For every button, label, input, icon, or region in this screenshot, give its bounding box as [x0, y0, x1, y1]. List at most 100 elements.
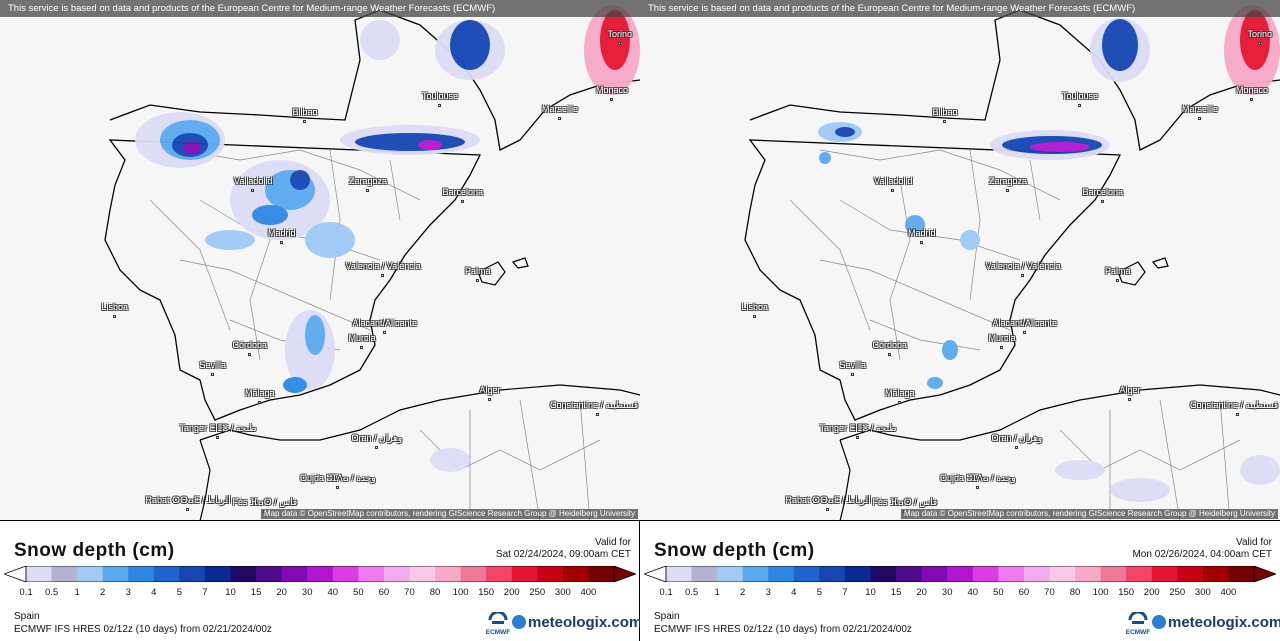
legend-swatch: [768, 566, 795, 582]
legend-tick-label: 200: [503, 587, 520, 598]
city-label: Valencia / València: [345, 261, 421, 271]
city-marker: [826, 508, 829, 511]
meteologix-logo-text: meteologix.com: [528, 614, 643, 631]
ecmwf-logo-text: ECMWF: [1125, 629, 1151, 636]
legend-tick-label: 3: [765, 587, 771, 598]
ecmwf-attribution: This service is based on data and produc…: [640, 0, 1280, 17]
legend-swatch: [179, 566, 206, 582]
legend-swatch: [435, 566, 462, 582]
legend-swatch: [307, 566, 334, 582]
city-label: Oran / وهران: [991, 433, 1043, 443]
snow-depth-map[interactable]: This service is based on data and produc…: [640, 0, 1280, 521]
city-label: Rabat ⵔⴱⴰⵟ / الرباط: [145, 495, 231, 505]
city-marker: [248, 353, 251, 356]
legend-tick-label: 150: [478, 587, 495, 598]
city-label: Fès ⴼⴰⵙ / فاس: [872, 497, 938, 507]
valid-time: Valid for Mon 02/26/2024, 04:00am CET: [1132, 537, 1272, 561]
legend-swatch: [921, 566, 948, 582]
legend-outline: [25, 566, 615, 582]
ecmwf-attribution: This service is based on data and produc…: [0, 0, 640, 17]
city-label: Alacant/Alicante: [352, 318, 418, 328]
city-marker: [888, 353, 891, 356]
legend-arrow-high: [613, 566, 636, 582]
city-label: Madrid: [268, 228, 296, 238]
snow-cover: [818, 5, 1280, 502]
city-label: Zaragoza: [989, 176, 1028, 186]
city-marker: [1000, 346, 1003, 349]
city-label: Oran / وهران: [351, 433, 403, 443]
ecmwf-logo[interactable]: ECMWF: [484, 610, 512, 638]
legend-swatch: [486, 566, 513, 582]
city-marker: [216, 436, 219, 439]
legend-swatch: [26, 566, 53, 582]
legend-ticks: 0.1 0.5 1 2 3 4 5 7 10 15 20 30 40 50 60 70 80 100 150 200 2…: [640, 587, 1280, 599]
city-marker: [596, 413, 599, 416]
city-label: Barcelona: [1082, 187, 1124, 197]
city-marker: [1250, 98, 1253, 101]
coastline: [744, 9, 1280, 421]
meteologix-logo[interactable]: meteologix.com: [512, 614, 642, 631]
legend-tick-label: 40: [327, 587, 339, 598]
map-attribution[interactable]: Map data © OpenStreetMap contributors, r…: [900, 509, 1278, 519]
city-marker: [366, 189, 369, 192]
legend-tick-label: 0.5: [44, 587, 59, 598]
legend-swatch: [844, 566, 872, 582]
city-label: Torino: [607, 29, 633, 39]
model-info: ECMWF IFS HRES 0z/12z (10 days) from 02/…: [14, 624, 272, 635]
meteologix-logo[interactable]: meteologix.com: [1152, 614, 1280, 631]
legend-tick-label: 7: [202, 587, 208, 598]
meteologix-icon: [1152, 615, 1166, 629]
ecmwf-logo[interactable]: ECMWF: [1124, 610, 1152, 638]
city-marker: [336, 486, 339, 489]
legend-swatch: [562, 566, 589, 582]
valid-label: Valid for: [595, 537, 631, 548]
city-marker: [618, 42, 621, 45]
coastline: [104, 9, 640, 421]
legend-swatch: [460, 566, 487, 582]
city-label: Barcelona: [442, 187, 484, 197]
city-label: Málaga: [885, 388, 915, 398]
valid-label: Valid for: [1236, 537, 1272, 548]
city-label: Sevilla: [839, 360, 867, 370]
legend-swatch: [588, 566, 615, 582]
legend-swatch: [1126, 566, 1153, 582]
city-label: Oujda ⵓⵊⴷⴰ / وجدة: [300, 473, 376, 483]
coastline-morocco: [839, 439, 851, 520]
map-canvas: [0, 0, 640, 520]
snow-depth-map[interactable]: This service is based on data and produc…: [0, 0, 640, 521]
city-marker: [360, 346, 363, 349]
legend-tick-label: 100: [1092, 587, 1109, 598]
legend-tick-label: 250: [1169, 587, 1186, 598]
legend-tick-label: 15: [250, 587, 262, 598]
legend-tick-label: 50: [993, 587, 1004, 598]
legend-swatch: [947, 566, 974, 582]
legend-outline: [665, 566, 1255, 582]
city-label: Lisboa: [741, 302, 769, 312]
city-label: Córdoba: [872, 340, 908, 350]
valid-time: Valid for Sat 02/24/2024, 09:00am CET: [496, 537, 631, 561]
city-marker: [476, 279, 479, 282]
city-label: Valladolid: [874, 176, 913, 186]
legend-tick-label: 50: [353, 587, 364, 598]
city-marker: [113, 315, 116, 318]
legend-swatch: [332, 566, 359, 582]
city-label: Madrid: [908, 228, 936, 238]
city-marker: [1023, 331, 1026, 334]
legend-swatch: [383, 566, 410, 582]
city-marker: [753, 315, 756, 318]
city-marker: [375, 446, 378, 449]
city-label: Toulouse: [1062, 91, 1099, 101]
city-marker: [851, 373, 854, 376]
city-label: Fès ⴼⴰⵙ / فاس: [232, 497, 298, 507]
city-label: Constantine / قسنطينة: [550, 400, 639, 410]
legend-tick-label: 30: [941, 587, 953, 598]
map-attribution[interactable]: Map data © OpenStreetMap contributors, r…: [260, 509, 638, 519]
city-marker: [488, 398, 491, 401]
ecmwf-icon: [488, 610, 508, 624]
legend-swatch: [1151, 566, 1178, 582]
city-marker: [1015, 446, 1018, 449]
forecast-panel-left: This service is based on data and produc…: [0, 0, 642, 641]
city-marker: [280, 241, 283, 244]
chart-title: Snow depth (cm): [654, 540, 815, 561]
forecast-panel-right: This service is based on data and produc…: [640, 0, 1280, 641]
